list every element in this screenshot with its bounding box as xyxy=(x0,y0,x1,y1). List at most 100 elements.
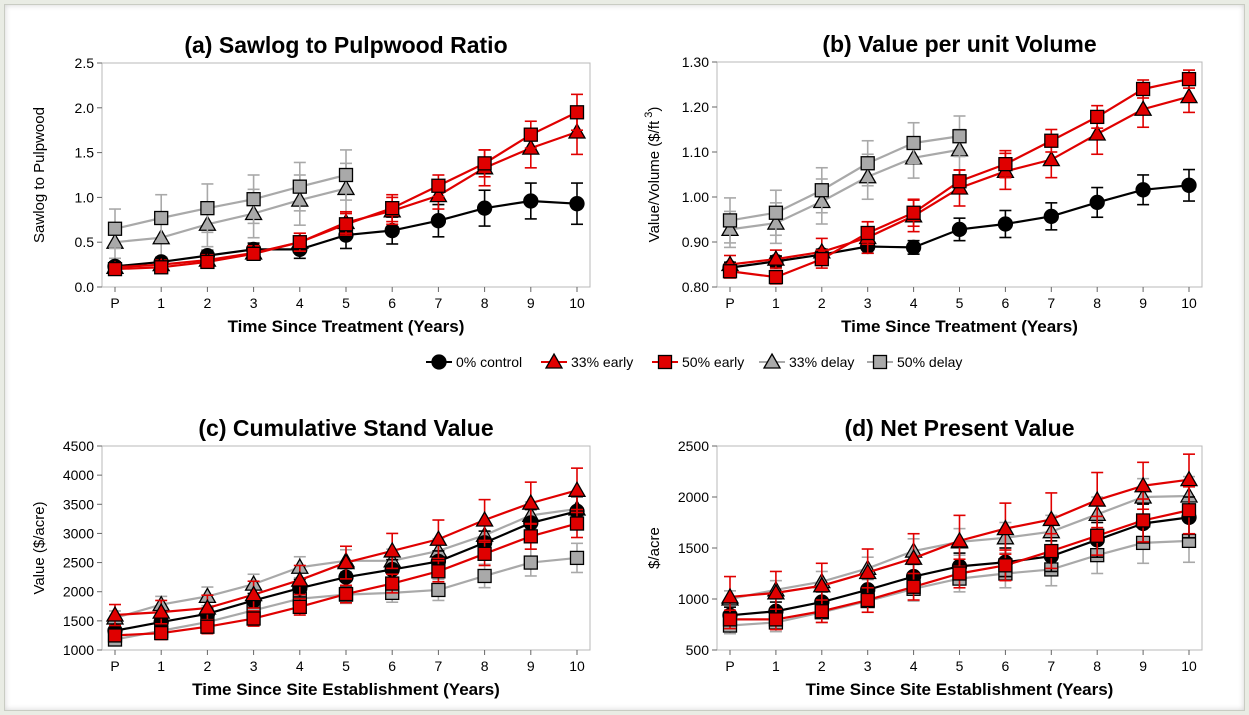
data-point-50-pct-early-a xyxy=(154,260,169,275)
y-tick-label-b: 1.20 xyxy=(682,99,709,115)
x-tick-label-b: 4 xyxy=(910,295,918,311)
panel-c: (c) Cumulative Stand Value Time Since Sit… xyxy=(31,415,591,699)
data-point-33-pct-early-b xyxy=(766,249,786,266)
data-point-50-pct-early-c xyxy=(523,529,538,544)
data-point-50-pct-early-a xyxy=(431,178,446,193)
series-33-pct-early-c xyxy=(105,467,587,627)
x-tick-label-b: 1 xyxy=(772,295,780,311)
series-50-pct-early-d xyxy=(722,485,1197,631)
legend-item-33-pct-delay: 33% delay xyxy=(759,352,854,370)
data-point-50-pct-early-b xyxy=(1135,81,1151,97)
x-tick-label-b: 10 xyxy=(1181,295,1197,311)
data-point-50-pct-early-d xyxy=(722,612,738,627)
legend-label-33-pct-delay: 33% delay xyxy=(789,354,854,370)
x-tick-label-d: P xyxy=(725,658,734,674)
y-tick-label-a: 1.0 xyxy=(75,189,95,205)
data-point-50-pct-delay-a xyxy=(338,167,354,183)
y-tick-label-a: 1.5 xyxy=(75,145,95,161)
data-point-33-pct-early-c xyxy=(475,510,494,527)
x-tick-label-c: 1 xyxy=(157,658,165,674)
series-50-pct-delay-a xyxy=(107,149,354,250)
y-tick-label-c: 1000 xyxy=(63,642,94,658)
data-point-33-pct-early-c xyxy=(336,553,356,570)
data-point-33-pct-early-d xyxy=(904,548,923,565)
x-tick-label-b: 8 xyxy=(1093,295,1101,311)
data-point-50-pct-early-b xyxy=(998,156,1013,172)
y-tick-label-c: 1500 xyxy=(63,613,94,629)
x-tick-label-c: 6 xyxy=(388,658,396,674)
x-tick-label-c: 9 xyxy=(527,658,535,674)
data-point-50-pct-early-a xyxy=(523,127,538,142)
chart-title-b: (b) Value per unit Volume xyxy=(822,31,1096,57)
series-33-pct-delay-b xyxy=(720,128,969,249)
data-point-50-pct-delay-a xyxy=(107,221,123,236)
data-point-50-pct-delay-a xyxy=(154,210,169,226)
y-tick-label-c: 3500 xyxy=(63,496,94,512)
x-tick-label-c: 5 xyxy=(342,658,350,674)
chart-title-c: (c) Cumulative Stand Value xyxy=(198,415,493,441)
legend-label-50-pct-early: 50% early xyxy=(682,354,744,370)
y-tick-label-b: 1.00 xyxy=(682,189,709,205)
data-point-50-pct-early-d xyxy=(906,579,921,594)
data-point-50-pct-early-a xyxy=(246,246,261,261)
data-point-50-pct-early-d xyxy=(814,604,829,619)
x-tick-label-c: 7 xyxy=(435,658,443,674)
figure-frame: (a) Sawlog to Pulpwood Ratio Time Since T… xyxy=(4,4,1245,711)
data-point-50-pct-early-b xyxy=(814,251,829,267)
panel-a: (a) Sawlog to Pulpwood Ratio Time Since T… xyxy=(31,32,591,336)
data-point-50-pct-early-d xyxy=(768,612,784,627)
data-point-50-pct-early-c xyxy=(385,576,400,591)
data-point-50-pct-early-d xyxy=(1181,503,1197,518)
data-point-0-pct-control-a xyxy=(523,193,539,209)
data-point-33-pct-early-b xyxy=(1042,150,1061,167)
data-point-50-pct-early-c xyxy=(477,546,492,561)
data-point-50-pct-early-a xyxy=(338,217,354,232)
data-point-33-pct-early-d xyxy=(1179,470,1199,487)
legend: 0% control 33% early 50% early 33% delay 50%… xyxy=(426,352,962,370)
data-point-50-pct-delay-a xyxy=(292,179,307,194)
data-point-50-pct-early-c xyxy=(107,628,123,643)
x-tick-label-a: 7 xyxy=(435,295,443,311)
legend-label-50-pct-delay: 50% delay xyxy=(897,354,962,370)
data-point-33-pct-early-c xyxy=(290,570,309,587)
x-tick-label-a: 9 xyxy=(527,295,535,311)
x-tick-label-d: 6 xyxy=(1002,658,1010,674)
legend-marker-33-pct-delay xyxy=(762,352,782,369)
series-50-pct-early-a xyxy=(107,93,585,277)
data-point-0-pct-control-b xyxy=(1089,194,1105,211)
x-tick-label-d: 9 xyxy=(1139,658,1147,674)
data-point-50-pct-early-a xyxy=(107,261,123,277)
data-point-50-pct-early-d xyxy=(1135,513,1151,528)
data-point-50-pct-early-c xyxy=(246,611,261,626)
legend-marker-33-pct-early xyxy=(544,352,564,369)
data-point-50-pct-delay-c xyxy=(431,582,446,598)
data-point-50-pct-early-a xyxy=(200,254,215,270)
series-line-33-pct-delay-b xyxy=(729,148,960,231)
data-point-50-pct-early-d xyxy=(860,592,875,608)
data-point-33-pct-early-c xyxy=(521,493,540,510)
x-tick-label-b: 6 xyxy=(1002,295,1010,311)
data-point-33-pct-early-d xyxy=(1133,476,1153,493)
data-point-50-pct-early-c xyxy=(431,564,446,579)
legend-label-33-pct-early: 33% early xyxy=(571,354,633,370)
x-tick-label-a: 2 xyxy=(204,295,212,311)
data-point-50-pct-early-d xyxy=(998,558,1013,573)
series-line-50-pct-delay-a xyxy=(114,173,347,230)
x-tick-label-c: 8 xyxy=(481,658,489,674)
x-tick-label-d: 7 xyxy=(1047,658,1055,674)
data-point-33-pct-early-d xyxy=(950,531,969,548)
x-tick-label-b: 5 xyxy=(956,295,964,311)
x-tick-label-d: 1 xyxy=(772,658,780,674)
legend-marker-50-pct-delay xyxy=(872,354,888,370)
panel-b: (b) Value per unit Volume Time Since Trea… xyxy=(643,31,1203,336)
data-point-0-pct-control-b xyxy=(997,216,1014,232)
data-point-33-pct-early-d xyxy=(766,583,786,600)
x-tick-label-a: 3 xyxy=(250,295,258,311)
x-tick-label-b: P xyxy=(725,295,734,311)
y-tick-label-a: 2.5 xyxy=(75,55,95,71)
data-point-50-pct-early-b xyxy=(906,205,921,220)
x-tick-label-c: P xyxy=(110,658,119,674)
y-tick-label-d: 500 xyxy=(686,642,710,658)
x-axis-title-a: Time Since Treatment (Years) xyxy=(228,317,465,336)
legend-item-0-pct-control: 0% control xyxy=(426,354,522,370)
